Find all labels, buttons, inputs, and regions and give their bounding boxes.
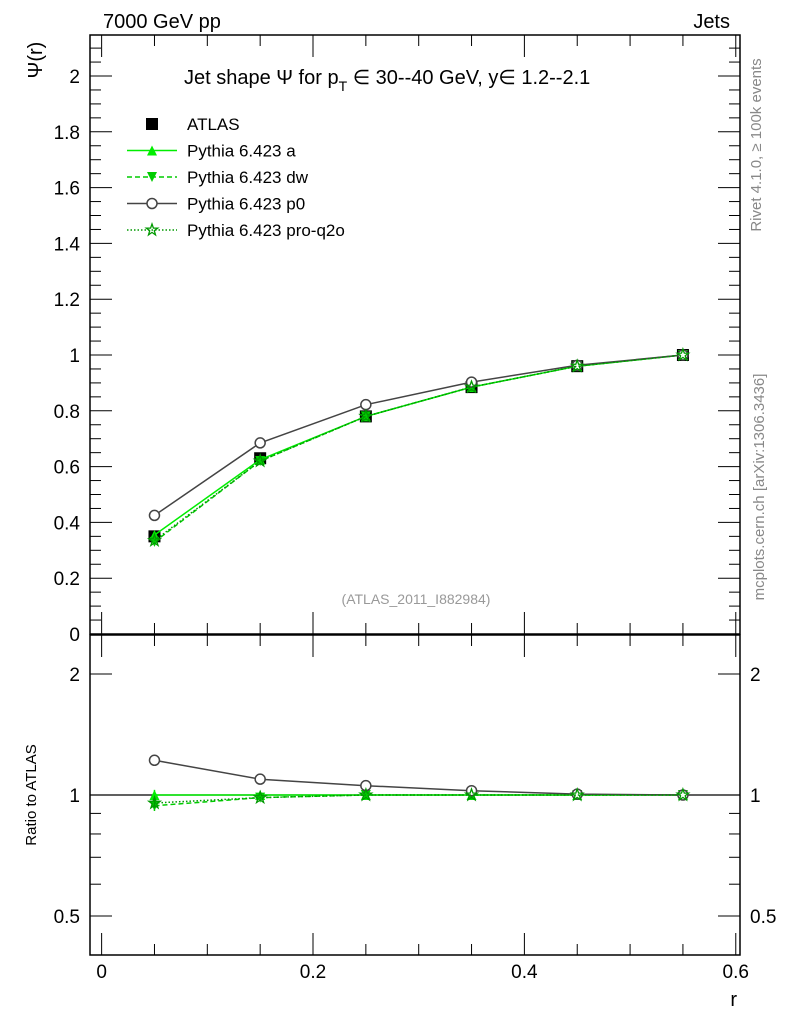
data-point-pythia-6-423-pro-q2o bbox=[358, 408, 374, 423]
y-axis-label: Ψ(r) bbox=[25, 42, 47, 79]
data-point-pythia-6-423-pro-q2o bbox=[675, 346, 691, 362]
y-tick-label: 1.8 bbox=[54, 123, 80, 144]
ratio-y-tick-label: 2 bbox=[69, 665, 80, 686]
mcplots-label: mcplots.cern.ch [arXiv:1306.3436] bbox=[751, 374, 768, 601]
ratio-line-pythia-6-423-p0 bbox=[154, 759, 683, 796]
ratio-point-pythia-6-423-pro-q2o bbox=[463, 787, 480, 802]
ratio-y-axis-label: Ratio to ATLAS bbox=[23, 744, 40, 845]
legend-marker-pythia-6-423-p0 bbox=[146, 197, 158, 210]
y-tick-label: 1.6 bbox=[54, 179, 80, 200]
legend-marker-pythia-6-423-dw bbox=[147, 172, 157, 182]
y-tick-label: 0.4 bbox=[54, 513, 81, 534]
ratio-point-pythia-6-423-pro-q2o bbox=[146, 794, 163, 810]
legend-label-pythia-6-423-p0: Pythia 6.423 p0 bbox=[187, 195, 305, 214]
legend-marker-pythia-6-423-pro-q2o bbox=[144, 221, 160, 237]
data-point-pythia-6-423-pro-q2o bbox=[463, 379, 480, 394]
ratio-line-pythia-6-423-dw bbox=[154, 794, 683, 807]
data-point-pythia-6-423-dw bbox=[149, 536, 160, 547]
ratio-y-tick-label-right: 1 bbox=[750, 786, 761, 807]
series-line-pythia-6-423-p0 bbox=[154, 354, 683, 517]
legend-marker-pythia-6-423-a bbox=[147, 145, 157, 156]
x-tick-label: 0.2 bbox=[300, 962, 326, 983]
rivet-label: Rivet 4.1.0, ≥ 100k events bbox=[748, 58, 765, 231]
y-tick-label: 0 bbox=[69, 625, 80, 646]
x-tick-label: 0.4 bbox=[511, 962, 538, 983]
main-plot-frame bbox=[89, 34, 741, 635]
y-tick-label: 2 bbox=[69, 67, 80, 88]
legend-label-atlas: ATLAS bbox=[187, 115, 240, 134]
legend-label-pythia-6-423-pro-q2o: Pythia 6.423 pro-q2o bbox=[187, 221, 345, 240]
chart-title: Jet shape Ψ for pT ∈ 30--40 GeV, y∈ 1.2-… bbox=[184, 67, 590, 94]
data-point-pythia-6-423-p0 bbox=[360, 398, 372, 411]
analysis-annotation: (ATLAS_2011_I882984) bbox=[342, 591, 491, 607]
ratio-y-tick-label-right: 0.5 bbox=[750, 907, 776, 928]
y-tick-label: 0.6 bbox=[54, 458, 80, 479]
ratio-line-pythia-6-423-pro-q2o bbox=[154, 794, 683, 804]
ratio-point-pythia-6-423-pro-q2o bbox=[569, 786, 585, 802]
header-left: 7000 GeV pp bbox=[103, 11, 221, 33]
ratio-y-tick-label-right: 2 bbox=[750, 665, 761, 686]
ratio-point-pythia-6-423-p0 bbox=[148, 754, 161, 767]
legend-label-pythia-6-423-a: Pythia 6.423 a bbox=[187, 142, 296, 161]
ratio-point-pythia-6-423-pro-q2o bbox=[252, 789, 268, 805]
series-line-pythia-6-423-pro-q2o bbox=[154, 354, 683, 542]
x-tick-label: 0 bbox=[96, 962, 107, 983]
header-right: Jets bbox=[693, 11, 730, 33]
data-point-pythia-6-423-pro-q2o bbox=[252, 452, 268, 468]
data-point-pythia-6-423-p0 bbox=[254, 437, 266, 449]
y-tick-label: 1.2 bbox=[54, 290, 80, 311]
y-tick-label: 0.2 bbox=[54, 569, 80, 590]
ratio-y-tick-label: 0.5 bbox=[54, 907, 80, 928]
ratio-point-pythia-6-423-pro-q2o bbox=[358, 787, 374, 802]
y-tick-label: 1.4 bbox=[54, 234, 81, 255]
data-point-pythia-6-423-pro-q2o bbox=[146, 532, 163, 548]
y-tick-label: 0.8 bbox=[54, 402, 80, 423]
x-tick-label: 0.6 bbox=[723, 962, 749, 983]
x-axis-label: r bbox=[730, 989, 737, 1011]
ratio-point-pythia-6-423-a bbox=[149, 790, 160, 800]
series-line-pythia-6-423-a bbox=[154, 354, 683, 536]
data-point-pythia-6-423-pro-q2o bbox=[569, 358, 585, 373]
ratio-point-pythia-6-423-p0 bbox=[254, 773, 266, 785]
data-point-pythia-6-423-p0 bbox=[148, 509, 161, 522]
series-line-pythia-6-423-dw bbox=[154, 354, 683, 543]
legend-marker-atlas bbox=[146, 118, 158, 130]
y-tick-label: 1 bbox=[69, 346, 80, 367]
legend-label-pythia-6-423-dw: Pythia 6.423 dw bbox=[187, 168, 309, 187]
ratio-point-pythia-6-423-pro-q2o bbox=[675, 786, 691, 802]
ratio-y-tick-label: 1 bbox=[69, 786, 80, 807]
